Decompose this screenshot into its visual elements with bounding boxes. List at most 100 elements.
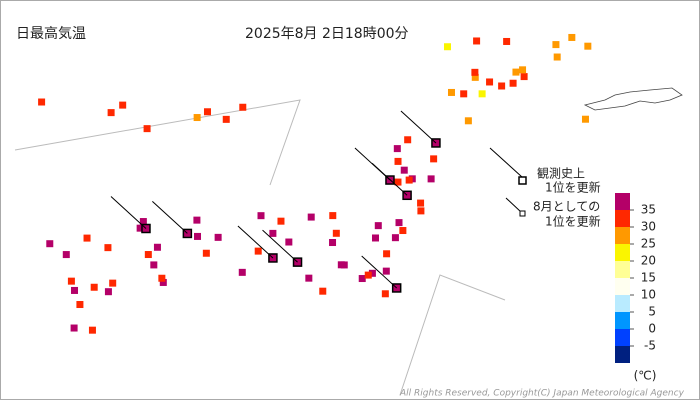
station (447, 88, 455, 96)
scale-label: 10 (641, 288, 656, 302)
station (364, 271, 372, 279)
station (552, 41, 560, 49)
station (158, 274, 166, 282)
leader-line (489, 147, 523, 178)
station (332, 229, 340, 237)
inset-border (14, 99, 301, 186)
station (520, 73, 528, 81)
leader-line (110, 196, 147, 229)
scale-band (615, 227, 630, 244)
station (277, 217, 285, 225)
station (329, 212, 337, 220)
station (70, 324, 78, 332)
station (257, 212, 265, 220)
station (153, 243, 161, 251)
station (109, 279, 117, 287)
station (430, 155, 438, 163)
station (568, 33, 576, 41)
station (193, 216, 201, 224)
station (67, 277, 75, 285)
leader-line (262, 229, 298, 263)
station (486, 78, 494, 86)
legend-label: 1位を更新 (545, 180, 601, 195)
station (374, 222, 382, 230)
station (394, 178, 402, 186)
station (553, 53, 561, 61)
station (368, 269, 376, 277)
leader-line (354, 147, 391, 181)
station (150, 261, 158, 269)
scale-band (615, 329, 630, 346)
station (76, 301, 84, 309)
station (395, 219, 403, 227)
station (371, 234, 379, 242)
station (269, 229, 277, 237)
station (104, 244, 112, 252)
station (88, 326, 96, 334)
leader-line (361, 255, 398, 289)
station (203, 108, 211, 116)
station (202, 249, 210, 257)
leader-line (152, 201, 188, 234)
scale-label: 25 (641, 237, 656, 251)
station (584, 42, 592, 50)
station (417, 207, 425, 215)
scale-label: 20 (641, 254, 656, 268)
datetime: 2025年8月 2日18時00分 (245, 26, 409, 42)
station (159, 278, 167, 286)
scale-band (615, 244, 630, 261)
station (393, 145, 401, 153)
scale-band (615, 295, 630, 312)
station (238, 268, 246, 276)
station (391, 234, 399, 242)
station (214, 233, 222, 241)
station (394, 157, 402, 165)
station (400, 166, 408, 174)
scale-band (615, 278, 630, 295)
station (473, 37, 481, 45)
station (144, 251, 152, 259)
scale-label: 5 (648, 305, 656, 319)
station (119, 101, 127, 109)
station (136, 224, 144, 232)
station (383, 250, 391, 258)
station (305, 274, 313, 282)
station (62, 251, 70, 259)
legend-label: 8月としての (533, 200, 600, 214)
record-outline (385, 175, 395, 185)
station (38, 98, 46, 106)
scale-label: 30 (641, 220, 656, 234)
record-outline (431, 138, 441, 148)
scale-band (615, 210, 630, 227)
legend-label: 1位を更新 (545, 214, 601, 229)
station (83, 234, 91, 242)
record-outline (391, 283, 402, 293)
station (329, 239, 337, 247)
scale-label: 35 (641, 203, 656, 217)
station (417, 199, 425, 207)
inset-border (399, 274, 506, 396)
legend-label: 観測史上 (537, 167, 585, 181)
station (193, 114, 201, 122)
station (464, 117, 472, 125)
station (471, 73, 479, 81)
scale-band (615, 312, 630, 329)
title: 日最高気温 (16, 25, 86, 42)
record-outline (402, 190, 412, 201)
station (503, 37, 511, 45)
station (107, 109, 115, 117)
station (404, 136, 412, 144)
station (340, 261, 348, 269)
station (498, 82, 506, 90)
copyright: All Rights Reserved, Copyright(C) Japan … (399, 389, 685, 399)
station (90, 283, 98, 291)
record-outline (268, 253, 278, 263)
station (381, 290, 389, 298)
scale-band (615, 261, 630, 278)
station (509, 79, 517, 87)
station (512, 68, 520, 76)
scale-label: 0 (648, 322, 656, 336)
leader-line (237, 225, 274, 259)
